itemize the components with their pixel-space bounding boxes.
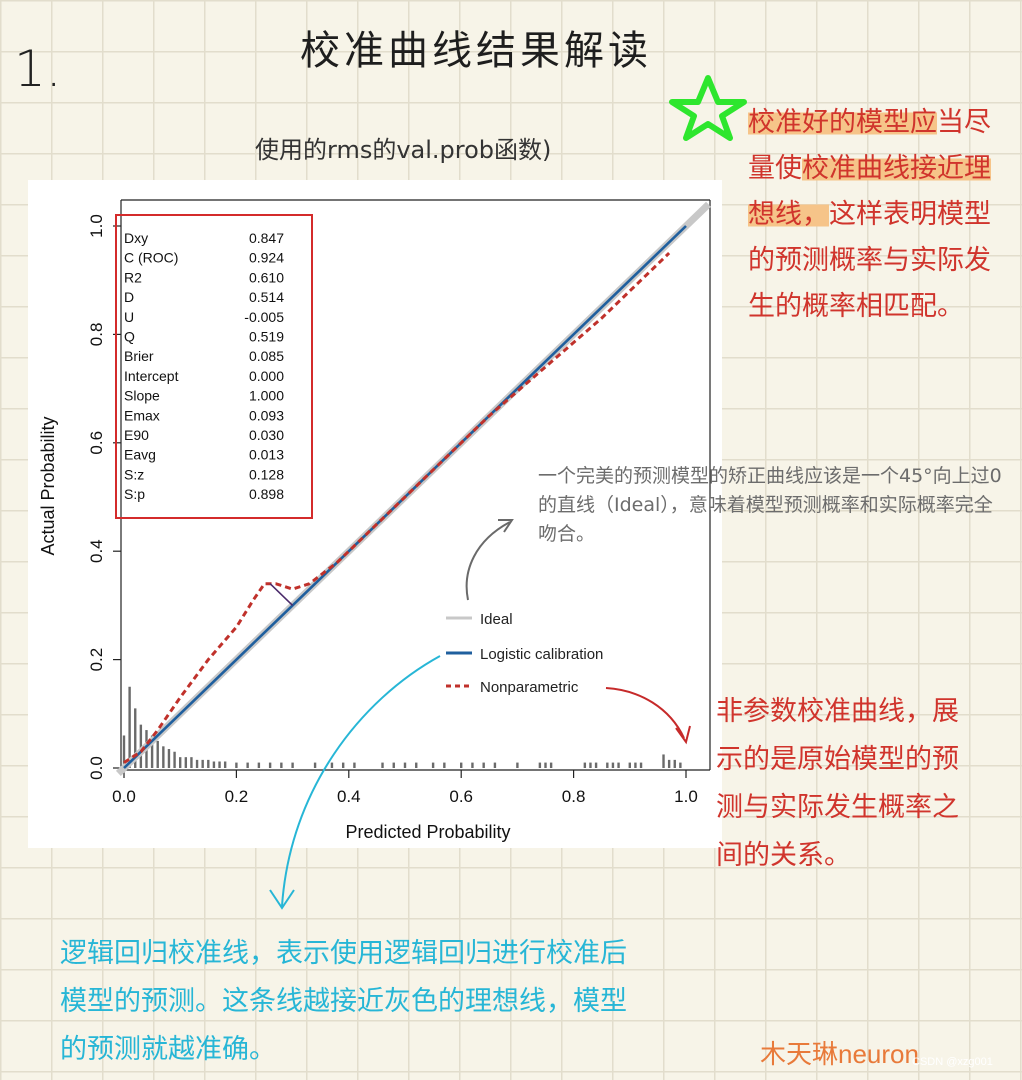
author-watermark: 木天琳neuron: [760, 1039, 919, 1069]
note-good-model: 校准好的模型应当尽量使校准曲线接近理想线，这样表明模型的预测概率与实际发生的概率…: [748, 100, 998, 330]
stats-value: 1.000: [249, 388, 284, 404]
stats-value: 0.030: [249, 427, 284, 443]
y-tick-label: 0.4: [87, 539, 106, 563]
note-nonparametric: 非参数校准曲线，展示的是原始模型的预测与实际发生概率之间的关系。: [716, 696, 959, 871]
emax-segment: [269, 583, 294, 606]
stats-value: 0.085: [249, 348, 284, 364]
y-axis-ticks: 0.0 0.2 0.4 0.6 0.8 1.0: [87, 214, 121, 780]
stats-value: 0.000: [249, 368, 284, 384]
x-tick-label: 0.8: [562, 787, 586, 806]
note-good-part3: 校准曲: [802, 153, 883, 184]
page-number: 1.: [14, 40, 62, 98]
stats-label: R2: [124, 269, 142, 285]
star-icon: [669, 75, 747, 141]
note-ideal-line: 一个完美的预测模型的矫正曲线应该是一个45°向上过0的直线（Ideal），意味着…: [538, 465, 1002, 545]
stats-label: U: [124, 309, 134, 325]
legend-nonparametric-label: Nonparametric: [480, 679, 579, 696]
legend-logistic-label: Logistic calibration: [480, 646, 603, 663]
stats-label: S:z: [124, 466, 144, 482]
legend: Ideal Logistic calibration Nonparametric: [446, 611, 603, 696]
stats-value: -0.005: [244, 309, 284, 325]
y-tick-label: 0.8: [87, 323, 106, 347]
x-tick-label: 1.0: [674, 787, 698, 806]
histogram: [122, 686, 682, 768]
page-title: 校准曲线结果解读: [300, 28, 652, 74]
stats-label: Dxy: [124, 230, 148, 246]
x-tick-label: 0.6: [449, 787, 473, 806]
stats-value: 0.847: [249, 230, 284, 246]
stats-value: 0.924: [249, 250, 284, 266]
y-tick-label: 0.6: [87, 431, 106, 455]
x-tick-label: 0.2: [225, 787, 249, 806]
x-axis-ticks: 0.0 0.2 0.4 0.6 0.8 1.0: [112, 770, 698, 806]
stats-value: 0.128: [249, 466, 284, 482]
stats-label: E90: [124, 427, 149, 443]
x-axis-label: Predicted Probability: [345, 822, 510, 842]
y-axis-label: Actual Probability: [38, 416, 58, 555]
stats-label: Slope: [124, 388, 160, 404]
stats-label: C (ROC): [124, 250, 178, 266]
stats-value: 0.519: [249, 329, 284, 345]
stats-value: 0.093: [249, 407, 284, 423]
csdn-watermark: CSDN @xzg001: [912, 1056, 993, 1068]
stats-label: Emax: [124, 407, 160, 423]
stats-value: 0.013: [249, 447, 284, 463]
note-good-part5: 这样表明模型的预测概率与实际发生的概率相匹配。: [748, 199, 991, 322]
stats-label: Brier: [124, 348, 154, 364]
stats-value: 0.514: [249, 289, 284, 305]
calibration-chart-svg: 0.0 0.2 0.4 0.6 0.8 1.0 0.0 0.2 0.4 0.6 0.8 1.0 Pr…: [38, 199, 711, 842]
y-tick-label: 0.2: [87, 648, 106, 672]
note-good-part2: 当尽量使: [748, 107, 991, 184]
stats-table: Dxy 0.847 C (ROC) 0.924 R2 0.610 D 0.514 U -0.005…: [124, 230, 284, 502]
stats-label: S:p: [124, 486, 145, 502]
stats-value: 0.898: [249, 486, 284, 502]
note-logistic-calibration: 逻辑回归校准线，表示使用逻辑回归进行校准后模型的预测。这条线越接近灰色的理想线，…: [60, 938, 627, 1065]
stats-label: Eavg: [124, 447, 156, 463]
page-subtitle: 使用的rms的val.prob函数): [255, 136, 552, 164]
note-good-part1: 校准好的模型应: [748, 107, 937, 138]
y-tick-label: 1.0: [87, 214, 106, 238]
stats-value: 0.610: [249, 269, 284, 285]
legend-ideal-label: Ideal: [480, 611, 513, 628]
stats-box: [115, 214, 313, 519]
stats-label: Intercept: [124, 368, 179, 384]
stats-label: D: [124, 289, 134, 305]
x-tick-label: 0.0: [112, 787, 136, 806]
stats-label: Q: [124, 329, 135, 345]
x-tick-label: 0.4: [337, 787, 361, 806]
logistic-arrow-head: [269, 889, 295, 910]
y-tick-label: 0.0: [87, 756, 106, 780]
